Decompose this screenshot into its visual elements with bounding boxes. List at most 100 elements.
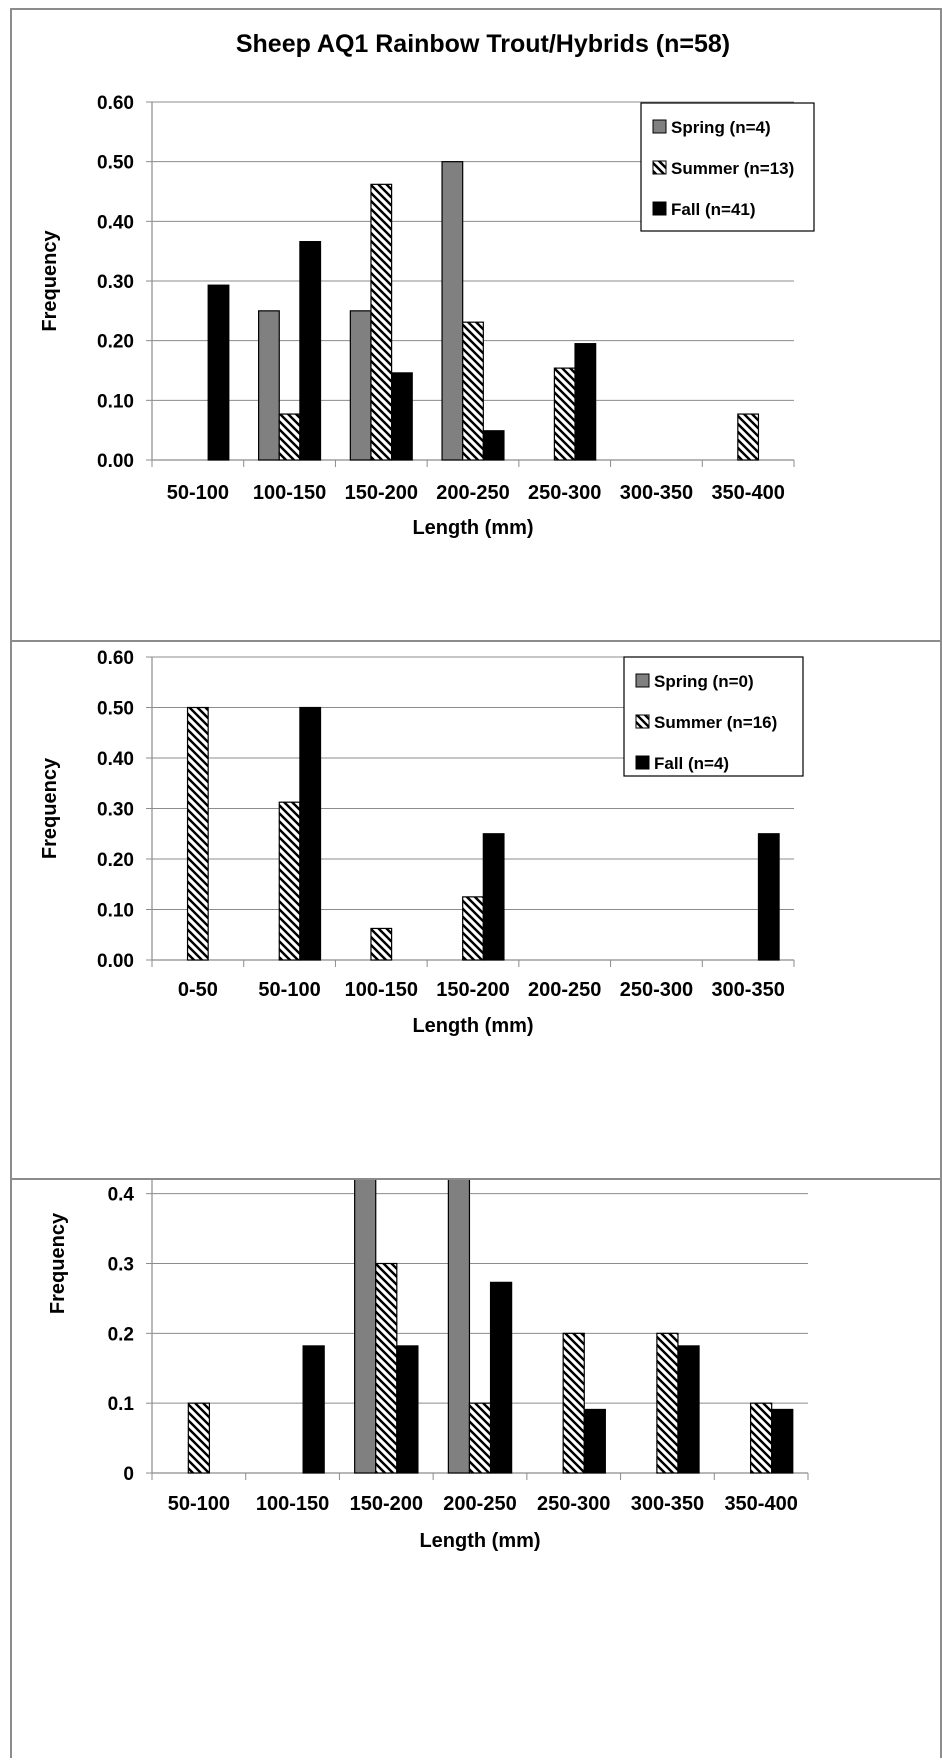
x-tick-label: 250-300 [537, 1493, 610, 1515]
chart-panel-aq1: Sheep AQ1 Rainbow Trout/Hybrids (n=58) 0.… [10, 8, 942, 642]
x-tick-label: 150-200 [350, 1493, 423, 1515]
bar-fall [583, 1408, 606, 1474]
bar-fall [757, 833, 780, 961]
bar-fall [299, 706, 322, 961]
bar-summer [468, 1402, 492, 1474]
chart-panel-aq3: Sheep AQ3 Rainbow Trout (n=23)00.10.20.3… [10, 1178, 942, 1758]
bar-summer [186, 706, 209, 961]
y-tick-label: 0.50 [97, 153, 134, 174]
x-tick-label: 300-350 [631, 1493, 704, 1515]
bar-fall [391, 372, 413, 461]
y-tick-label: 0.20 [97, 850, 134, 871]
y-tick-label: 0.2 [108, 1324, 134, 1345]
chart-aq2: Sheep AQ2 Rainbow Trout (n=20)0.000.100.… [39, 648, 804, 1037]
y-axis-label: Frequency [39, 230, 61, 332]
x-tick-label: 50-100 [168, 1493, 230, 1515]
bar-fall [207, 284, 230, 461]
bar-summer [656, 1332, 679, 1474]
bar-fall [396, 1345, 419, 1474]
y-tick-label: 0.20 [97, 332, 134, 353]
legend-swatch [635, 673, 650, 688]
bar-summer [737, 413, 760, 461]
x-tick-label: 250-300 [620, 979, 693, 1001]
bar-summer [370, 183, 393, 461]
y-axis-label: Frequency [47, 1212, 69, 1314]
y-tick-label: 0.60 [97, 93, 134, 114]
legend: Spring (n=0) Summer (n=16) Fall (n=4) [623, 656, 804, 777]
y-tick-label: 0.10 [97, 901, 134, 922]
bar-spring [349, 310, 372, 461]
y-tick-label: 0.50 [97, 699, 134, 720]
bar-summer [278, 801, 301, 961]
bar-spring [447, 1180, 471, 1474]
legend-label: Spring (n=4) [671, 118, 771, 137]
bar-fall [299, 241, 322, 461]
x-axis-label: Length (mm) [419, 1530, 540, 1552]
y-tick-label: 0.4 [108, 1185, 135, 1206]
chart-panel-aq2: Sheep AQ2 Rainbow Trout (n=20)0.000.100.… [10, 640, 942, 1180]
legend-label: Summer (n=13) [671, 159, 794, 178]
bar-fall [677, 1345, 700, 1474]
bar-summer [553, 367, 576, 461]
bar-fall [302, 1345, 325, 1474]
legend-swatch [652, 201, 667, 216]
y-tick-label: 0.40 [97, 749, 134, 770]
x-tick-label: 150-200 [345, 482, 418, 504]
legend: Spring (n=4) Summer (n=13) Fall (n=41) [640, 102, 815, 232]
y-tick-label: 0.30 [97, 800, 134, 821]
x-tick-label: 50-100 [167, 482, 229, 504]
bar-fall [482, 833, 505, 961]
x-tick-label: 150-200 [436, 979, 509, 1001]
bar-summer [462, 321, 484, 461]
y-tick-label: 0.10 [97, 391, 134, 412]
bar-summer [187, 1402, 210, 1474]
bar-summer [562, 1332, 585, 1474]
legend-label: Fall (n=41) [671, 200, 756, 219]
x-tick-label: 300-350 [620, 482, 693, 504]
chart-aq3: Sheep AQ3 Rainbow Trout (n=23)00.10.20.3… [47, 1180, 809, 1552]
legend-box [640, 102, 815, 232]
x-axis-label: Length (mm) [412, 517, 533, 539]
bar-spring [258, 310, 280, 461]
bar-spring [441, 161, 464, 461]
bar-fall [771, 1408, 794, 1474]
y-tick-label: 0.00 [97, 451, 134, 472]
y-axis-label: Frequency [39, 757, 61, 859]
y-tick-label: 0 [123, 1464, 134, 1485]
x-axis-label: Length (mm) [412, 1015, 533, 1037]
legend-label: Spring (n=0) [654, 672, 754, 691]
x-tick-label: 100-150 [345, 979, 418, 1001]
x-tick-label: 0-50 [178, 979, 218, 1001]
x-tick-label: 200-250 [443, 1493, 516, 1515]
legend-swatch [652, 119, 667, 134]
legend-swatch [635, 714, 650, 729]
y-tick-label: 0.60 [97, 648, 134, 669]
legend-box [623, 656, 804, 777]
y-tick-label: 0.00 [97, 951, 134, 972]
x-tick-label: 100-150 [256, 1493, 329, 1515]
x-tick-label: 200-250 [436, 482, 509, 504]
x-tick-label: 350-400 [711, 482, 784, 504]
bar-fall [489, 1281, 513, 1474]
legend-swatch [635, 755, 650, 770]
chart-aq1: Sheep AQ1 Rainbow Trout/Hybrids (n=58) 0.… [39, 30, 815, 539]
chart-title: Sheep AQ1 Rainbow Trout/Hybrids (n=58) [236, 30, 730, 58]
bar-spring [354, 1180, 377, 1474]
bar-summer [370, 927, 393, 961]
y-tick-label: 0.1 [108, 1394, 135, 1415]
legend-label: Fall (n=4) [654, 754, 729, 773]
x-tick-label: 200-250 [528, 979, 601, 1001]
x-tick-label: 250-300 [528, 482, 601, 504]
bar-fall [574, 343, 597, 461]
bar-summer [749, 1402, 773, 1474]
y-tick-label: 0.40 [97, 212, 134, 233]
bar-fall [482, 430, 505, 461]
legend-swatch [652, 160, 667, 175]
x-tick-label: 50-100 [258, 979, 320, 1001]
bar-summer [278, 413, 301, 461]
x-tick-label: 100-150 [253, 482, 326, 504]
bar-summer [375, 1262, 398, 1474]
x-tick-label: 300-350 [711, 979, 784, 1001]
legend-label: Summer (n=16) [654, 713, 777, 732]
